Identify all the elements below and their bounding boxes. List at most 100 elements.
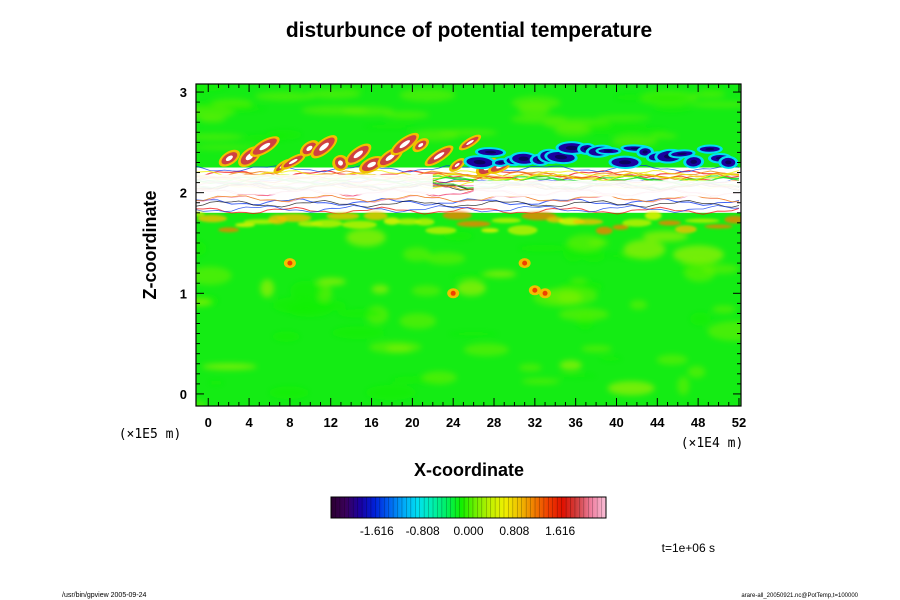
wave-peak [353, 150, 363, 159]
wave-peak [705, 147, 715, 151]
x-tick-label: 20 [405, 415, 419, 430]
x-tick-label: 4 [245, 415, 253, 430]
field-patch [196, 145, 257, 150]
field-patch [290, 280, 323, 301]
boundary-cell [481, 228, 499, 233]
x-tick-label: 52 [732, 415, 746, 430]
wave-peak [385, 153, 395, 161]
field-patch [447, 331, 500, 337]
footer-right-text: arare-all_20050921.nc@PotTemp,t=100000 [741, 593, 858, 599]
x-tick-label: 0 [205, 415, 212, 430]
wave-peak [518, 156, 529, 162]
boundary-cell [383, 217, 401, 225]
axis-ticks [196, 84, 741, 406]
wave-peak [454, 162, 460, 167]
wave-peak [642, 150, 648, 154]
boundary-cell [197, 214, 228, 223]
wave-peak [367, 161, 377, 168]
x-tick-labels: 0 4 8 12 16 20 24 28 32 36 40 44 48 52 [205, 415, 747, 430]
field-patch [463, 343, 509, 357]
colorbar-tick-label: 0.808 [499, 524, 529, 538]
field-patch [196, 133, 243, 141]
y-tick-label: 1 [180, 286, 187, 301]
field-patch [554, 123, 591, 137]
boundary-cell [724, 215, 741, 224]
field-patch [196, 84, 229, 92]
boundary-cell [276, 213, 312, 222]
boundary-cell [612, 224, 629, 230]
wave-peak [603, 150, 613, 152]
boundary-cell [674, 225, 697, 234]
wave-peak [725, 160, 732, 165]
field-patch [607, 381, 655, 396]
boundary-cell [395, 218, 422, 225]
field-patch [581, 345, 612, 353]
wave-peak [677, 152, 687, 156]
isolated-maxima [283, 258, 552, 299]
colorbar-stripes [335, 497, 602, 518]
field-patch [383, 110, 430, 119]
x-tick-label: 28 [487, 415, 501, 430]
spot-core [450, 290, 456, 296]
field-patch [566, 234, 605, 251]
field-patch [518, 363, 542, 372]
field-patch [254, 92, 316, 101]
wave-peak [337, 160, 343, 166]
field-patch [707, 321, 741, 341]
field-patch [623, 239, 666, 260]
field-patch [558, 307, 609, 321]
colorbar-tick-label: 0.000 [453, 524, 483, 538]
field-patch [511, 96, 561, 110]
wave-peak [618, 160, 632, 165]
field-patch [643, 93, 692, 103]
field-patch [331, 326, 385, 340]
field-patch [260, 279, 275, 298]
field-patch [689, 312, 712, 326]
field-patch [656, 354, 688, 365]
field-patch [210, 98, 253, 109]
field-patch [196, 240, 207, 257]
boundary-cell [622, 218, 652, 227]
field-patch [557, 373, 598, 379]
field-patch [399, 313, 437, 329]
contour-line [196, 200, 740, 208]
boundary-cell [658, 220, 681, 226]
boundary-cell [326, 212, 360, 220]
boundary-cell [644, 211, 662, 221]
x-scale-label: (×1E4 m) [681, 436, 744, 451]
colorbar-tick-label: 1.616 [545, 524, 575, 538]
plot-frame [195, 83, 742, 407]
field-patch [402, 247, 431, 262]
lower-boundary [196, 211, 741, 236]
colorbar-labels: -1.616 -0.808 0.000 0.808 1.616 [360, 524, 576, 538]
x-tick-label: 24 [446, 415, 461, 430]
field-patch [691, 91, 726, 98]
contour-line [196, 194, 740, 203]
field-patch [687, 365, 706, 378]
field-patch [365, 384, 417, 401]
wave-peak [473, 159, 486, 165]
wave-peak [418, 143, 424, 148]
boundary-cell [704, 224, 733, 229]
spot-core [522, 260, 528, 266]
field-patch [712, 305, 736, 314]
footer-left-text: /usr/bin/gpview 2005-09-24 [62, 592, 147, 599]
field-patch [371, 284, 389, 294]
wave-peak [565, 145, 578, 151]
boundary-cell [456, 220, 491, 228]
field-patch [442, 231, 474, 241]
wave-peak [259, 142, 271, 151]
colorbar-tick-label: -0.808 [406, 524, 440, 538]
field-patch [570, 278, 588, 283]
field-patch [612, 134, 658, 148]
field-patch [690, 101, 741, 108]
field-patch [272, 296, 324, 314]
field-patch [613, 94, 646, 101]
field-patch [409, 129, 459, 142]
field-patch [421, 371, 457, 385]
field-patch [581, 249, 606, 263]
x-tick-label: 44 [650, 415, 665, 430]
field-patch [581, 122, 648, 135]
wave-peak [466, 139, 474, 146]
field-patch [207, 380, 225, 386]
